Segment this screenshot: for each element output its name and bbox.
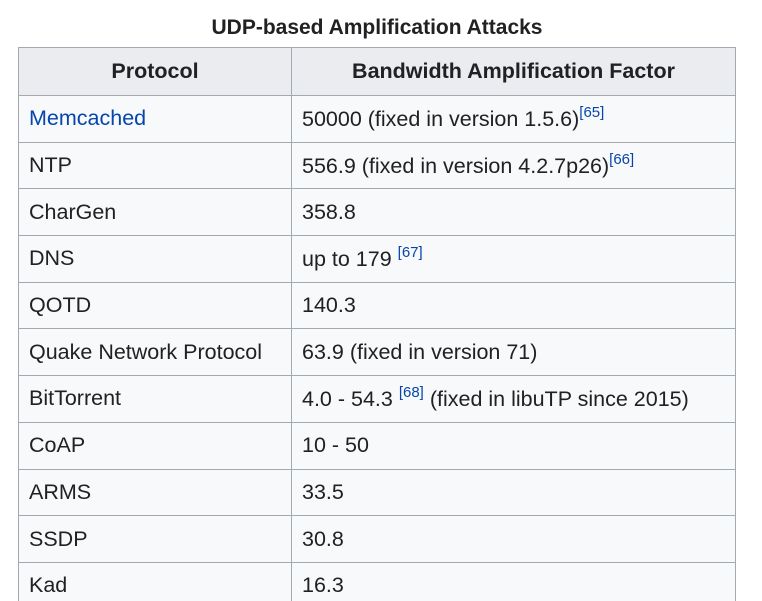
protocol-cell: DNS [18, 235, 292, 283]
protocol-cell: Quake Network Protocol [18, 328, 292, 377]
table-row: QOTD 140.3 [18, 281, 736, 330]
table-row: BitTorrent 4.0 - 54.3 [68] (fixed in libu… [18, 375, 736, 423]
citation-link[interactable]: [67] [397, 244, 423, 262]
protocol-name: ARMS [29, 479, 92, 504]
factor-value: up to 179 [302, 247, 392, 272]
protocol-cell: Kad [18, 561, 292, 601]
factor-value: 556.9 (fixed in version 4.2.7p26) [302, 154, 610, 179]
factor-cell: 10 - 50 [291, 421, 736, 470]
protocol-name: BitTorrent [29, 386, 122, 411]
citation-link[interactable]: [66] [609, 151, 635, 169]
table-row: Memcached 50000 (fixed in version 1.5.6)[… [18, 95, 736, 143]
factor-value: 4.0 - 54.3 [302, 387, 393, 412]
factor-value: 358.8 [302, 199, 356, 224]
factor-cell: 4.0 - 54.3 [68] (fixed in libuTP since 2… [291, 375, 736, 423]
protocol-cell: NTP [18, 141, 292, 190]
factor-cell: up to 179 [67] [291, 235, 736, 283]
factor-note: (fixed in libuTP since 2015) [423, 387, 689, 412]
table-row: CoAP 10 - 50 [18, 421, 736, 470]
table-row: NTP 556.9 (fixed in version 4.2.7p26)[66] [18, 141, 736, 190]
factor-value: 16.3 [302, 573, 344, 598]
factor-cell: 33.5 [291, 468, 736, 517]
factor-value: 33.5 [302, 479, 344, 504]
citation-link[interactable]: [68] [398, 384, 424, 402]
protocol-cell: QOTD [18, 281, 292, 330]
table-row: ARMS 33.5 [18, 468, 736, 517]
protocol-link[interactable]: Memcached [29, 106, 147, 131]
header-amplification-factor[interactable]: Bandwidth Amplification Factor [291, 47, 736, 96]
protocol-name: DNS [29, 246, 75, 271]
protocol-name: QOTD [29, 293, 92, 318]
factor-cell: 50000 (fixed in version 1.5.6)[65] [291, 95, 736, 143]
amplification-table: Protocol Bandwidth Amplification Factor … [18, 47, 736, 601]
table-row: CharGen 358.8 [18, 188, 736, 237]
protocol-name: CoAP [29, 433, 86, 458]
citation-link[interactable]: [65] [579, 104, 605, 122]
protocol-name: Quake Network Protocol [29, 339, 263, 364]
factor-cell: 140.3 [291, 281, 736, 330]
factor-value: 63.9 (fixed in version 71) [302, 339, 538, 364]
protocol-name: NTP [29, 153, 72, 178]
factor-cell: 358.8 [291, 188, 736, 237]
protocol-cell: CoAP [18, 421, 292, 470]
table-row: Kad 16.3 [18, 561, 736, 601]
protocol-cell: BitTorrent [18, 375, 292, 423]
factor-value: 30.8 [302, 526, 344, 551]
factor-cell: 556.9 (fixed in version 4.2.7p26)[66] [291, 141, 736, 190]
table-row: Quake Network Protocol 63.9 (fixed in ver… [18, 328, 736, 377]
factor-value: 10 - 50 [302, 433, 369, 458]
table-caption: UDP-based Amplification Attacks [211, 16, 543, 39]
table-row: DNS up to 179 [67] [18, 235, 736, 283]
factor-cell: 63.9 (fixed in version 71) [291, 328, 736, 377]
protocol-cell: Memcached [18, 95, 292, 143]
protocol-name: CharGen [29, 199, 117, 224]
factor-value: 50000 (fixed in version 1.5.6) [302, 107, 580, 132]
protocol-cell: CharGen [18, 188, 292, 237]
protocol-name: Kad [29, 573, 68, 598]
header-row: Protocol Bandwidth Amplification Factor [18, 47, 736, 96]
protocol-name: SSDP [29, 526, 88, 551]
factor-cell: 16.3 [291, 561, 736, 601]
factor-value: 140.3 [302, 293, 356, 318]
protocol-cell: ARMS [18, 468, 292, 517]
table-row: SSDP 30.8 [18, 515, 736, 563]
factor-cell: 30.8 [291, 515, 736, 563]
header-protocol[interactable]: Protocol [18, 47, 292, 96]
protocol-cell: SSDP [18, 515, 292, 563]
